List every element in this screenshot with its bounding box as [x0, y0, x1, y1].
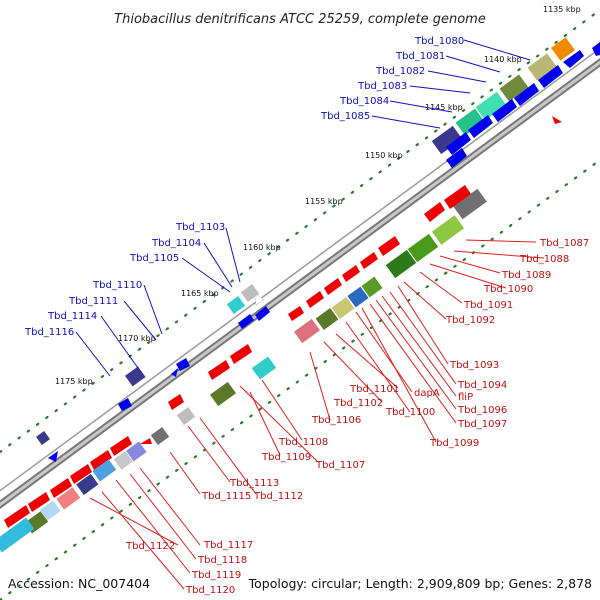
gene-label-tbd-1113[interactable]: Tbd_1113 — [229, 478, 279, 489]
gene-label-tbd-1104[interactable]: Tbd_1104 — [151, 238, 201, 249]
ruler-label: 1135 kbp — [543, 5, 581, 14]
gene-label-tbd-1120[interactable]: Tbd_1120 — [185, 585, 235, 596]
gene-label-tbd-1103[interactable]: Tbd_1103 — [175, 222, 225, 233]
blue-label-leaders — [75, 39, 531, 377]
gene-label-tbd-1092[interactable]: Tbd_1092 — [445, 315, 495, 326]
gene-label-tbd-1122[interactable]: Tbd_1122 — [125, 541, 175, 552]
gene-label-tbd-1093[interactable]: Tbd_1093 — [449, 360, 499, 371]
ruler-track — [0, 8, 600, 600]
gene-label-tbd-1105[interactable]: Tbd_1105 — [129, 253, 179, 264]
gene-label-tbd-1109[interactable]: Tbd_1109 — [261, 452, 311, 463]
map-title: Thiobacillus denitrificans ATCC 25259, c… — [114, 12, 486, 27]
ruler-labels: 1135 kbp 1140 kbp 1145 kbp 1150 kbp 1155… — [55, 5, 581, 386]
gene-label-tbd-1118[interactable]: Tbd_1118 — [197, 555, 247, 566]
ruler-label: 1170 kbp — [118, 334, 156, 343]
forward-strand-features — [0, 185, 487, 553]
gene-label-tbd-1085[interactable]: Tbd_1085 — [320, 111, 370, 122]
gene-label-tbd-1088[interactable]: Tbd_1088 — [519, 254, 569, 265]
gene-label-tbd-1082[interactable]: Tbd_1082 — [375, 66, 425, 77]
gene-label-tbd-1111[interactable]: Tbd_1111 — [68, 296, 118, 307]
gene-label-tbd-1108[interactable]: Tbd_1108 — [278, 437, 328, 448]
gene-label-tbd-1110[interactable]: Tbd_1110 — [92, 280, 142, 291]
gene-label-tbd-1087[interactable]: Tbd_1087 — [539, 238, 589, 249]
gene-label-tbd-1101[interactable]: Tbd_1101 — [349, 384, 399, 395]
gene-label-tbd-1106[interactable]: Tbd_1106 — [311, 415, 361, 426]
gene-label-tbd-1081[interactable]: Tbd_1081 — [395, 51, 445, 62]
gene-label-tbd-1080[interactable]: Tbd_1080 — [414, 36, 464, 47]
gene-label-tbd-1096[interactable]: Tbd_1096 — [457, 405, 507, 416]
ruler-label: 1155 kbp — [305, 197, 343, 206]
ruler-label: 1160 kbp — [243, 243, 281, 252]
gene-label-tbd-1112[interactable]: Tbd_1112 — [253, 491, 303, 502]
accession-label: Accession: NC_007404 — [8, 576, 150, 591]
gene-label-tbd-1094[interactable]: Tbd_1094 — [457, 380, 507, 391]
genome-backbone — [0, 47, 600, 509]
gene-label-tbd-1114[interactable]: Tbd_1114 — [47, 311, 97, 322]
gene-label-tbd-1119[interactable]: Tbd_1119 — [191, 570, 241, 581]
gene-label-tbd-1100[interactable]: Tbd_1100 — [385, 407, 435, 418]
ruler-label: 1145 kbp — [425, 103, 463, 112]
gene-label-tbd-1083[interactable]: Tbd_1083 — [357, 81, 407, 92]
gene-label-tbd-1099[interactable]: Tbd_1099 — [429, 438, 479, 449]
gene-label-tbd-1117[interactable]: Tbd_1117 — [203, 540, 253, 551]
ruler-label: 1175 kbp — [55, 377, 93, 386]
topology-label: Topology: circular; Length: 2,909,809 bp… — [248, 576, 592, 591]
blue-gene-labels: Tbd_1080 Tbd_1081 Tbd_1082 Tbd_1083 Tbd_… — [24, 36, 464, 338]
red-label-leaders — [89, 239, 545, 590]
ruler-label: 1165 kbp — [181, 289, 219, 298]
gene-label-tbd-1097[interactable]: Tbd_1097 — [457, 419, 507, 430]
ruler-label: 1150 kbp — [365, 151, 403, 160]
gene-label-tbd-1091[interactable]: Tbd_1091 — [463, 300, 513, 311]
gene-label-dapa[interactable]: dapA — [414, 388, 440, 399]
gene-label-tbd-1115[interactable]: Tbd_1115 — [201, 491, 251, 502]
gene-label-tbd-1084[interactable]: Tbd_1084 — [339, 96, 389, 107]
gene-label-tbd-1089[interactable]: Tbd_1089 — [501, 270, 551, 281]
gene-label-tbd-1102[interactable]: Tbd_1102 — [333, 398, 383, 409]
gene-label-flip[interactable]: fliP — [458, 392, 473, 403]
reverse-strand-features — [36, 37, 600, 462]
red-gene-labels: Tbd_1087 Tbd_1088 Tbd_1089 Tbd_1090 Tbd_… — [125, 238, 589, 596]
ruler-label: 1140 kbp — [484, 55, 522, 64]
gene-label-tbd-1090[interactable]: Tbd_1090 — [483, 284, 533, 295]
gene-label-tbd-1107[interactable]: Tbd_1107 — [315, 460, 365, 471]
gene-label-tbd-1116[interactable]: Tbd_1116 — [24, 327, 74, 338]
